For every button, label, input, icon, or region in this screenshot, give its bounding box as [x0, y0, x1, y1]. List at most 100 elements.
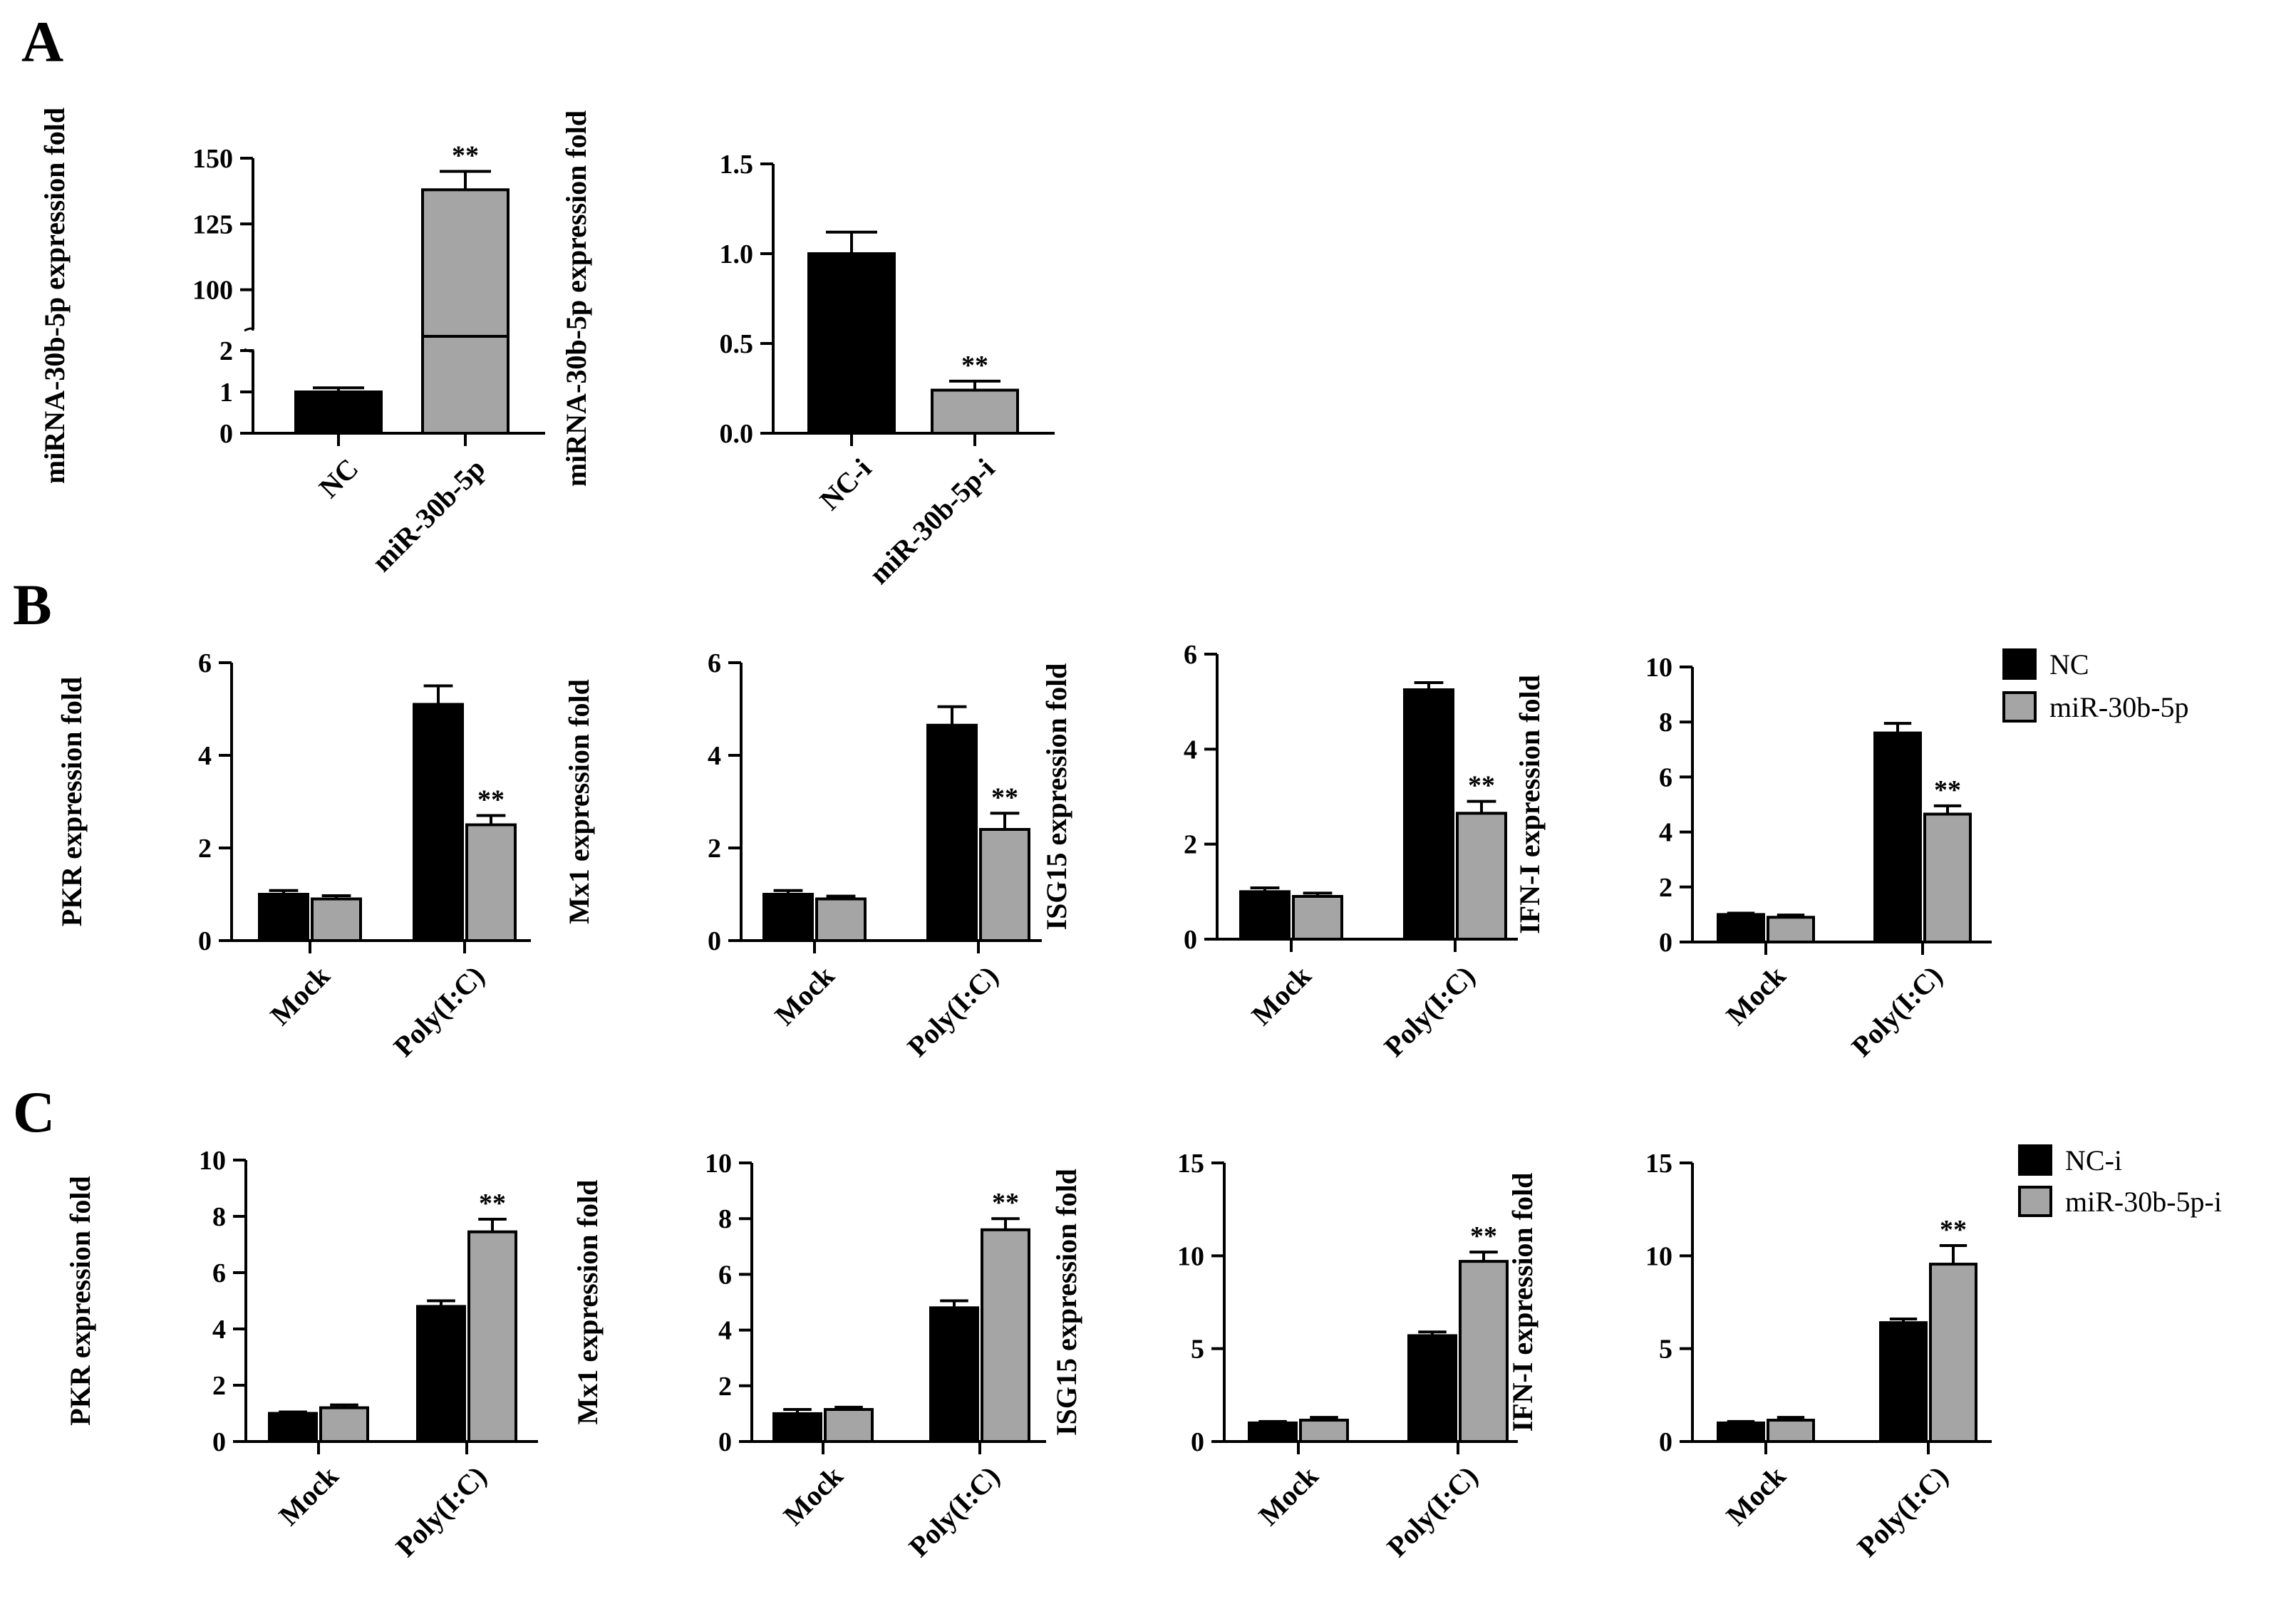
chart-c1-y-tick-label: 4: [212, 1315, 226, 1345]
chart-c3-y-tick-label: 0: [1191, 1427, 1204, 1457]
legend-c: NC-i miR-30b-5p-i: [2018, 1144, 2222, 1218]
chart-c1-y-tick-label: 8: [212, 1202, 226, 1232]
chart-b2-category-label: Poly(I:C): [901, 960, 1004, 1063]
chart-c1-y-tick-label: 2: [212, 1371, 226, 1401]
legend-c-swatch-treated: [2018, 1186, 2052, 1217]
legend-b-label-treated: miR-30b-5p: [2049, 691, 2189, 723]
chart-c3-mir-30b-5p-i-bar: [1459, 1260, 1509, 1443]
chart-b1-nc-bar: [258, 893, 309, 942]
panel-label-c: C: [13, 1080, 55, 1144]
chart-a1-y-tick-label: 100: [192, 276, 233, 306]
chart-a1-axis-break-mark: [244, 327, 254, 332]
chart-c2-mir-30b-5p-i-bar: [824, 1408, 874, 1444]
chart-b3-category-label: Mock: [1245, 959, 1317, 1031]
chart-b2-mir-30b-5p-bar: [815, 897, 867, 942]
chart-c1-mir-30b-5p-i-bar: [319, 1406, 369, 1443]
chart-c3-y-tick-label: 5: [1191, 1335, 1204, 1365]
chart-c1-category-label: Mock: [272, 1459, 344, 1531]
chart-b4-y-tick-label: 4: [1659, 818, 1672, 848]
chart-a2-y-tick-label: 0.5: [720, 329, 754, 359]
chart-b2-nc-bar: [926, 723, 978, 942]
chart-a1: miRNA-30b-5p expression fold 0 1 2 100 125 150…: [38, 108, 545, 578]
chart-b3-nc-bar: [1403, 688, 1454, 941]
chart-b1-y-tick-label: 6: [198, 648, 212, 678]
chart-a1-significance-label: **: [452, 140, 479, 170]
chart-b1-mir-30b-5p-bar: [465, 823, 517, 942]
panel-label-a: A: [21, 9, 63, 74]
chart-c1-mir-30b-5p-i-significance-label: **: [479, 1189, 506, 1218]
chart-c2-y-tick-label: 10: [705, 1149, 732, 1179]
chart-c1-y-axis-title: PKR expression fold: [64, 1176, 96, 1425]
chart-c1-category-label: Poly(I:C): [389, 1460, 492, 1563]
chart-b1-y-tick-label: 4: [198, 741, 212, 771]
chart-b4-nc-bar: [1873, 731, 1922, 943]
chart-b1-mir-30b-5p-bar: [311, 897, 362, 942]
chart-c4-mir-30b-5p-i-bar: [1929, 1263, 1977, 1444]
chart-b2-y-tick-label: 0: [708, 926, 721, 956]
chart-a1-y-tick-label: 125: [192, 209, 233, 239]
chart-c2-mir-30b-5p-i-significance-label: **: [992, 1188, 1019, 1218]
chart-c4-y-tick-label: 10: [1645, 1241, 1672, 1271]
plots: miRNA-30b-5p expression fold 012100125150…: [38, 108, 1992, 1563]
chart-b2-mir-30b-5p-bar: [979, 828, 1030, 942]
legend-b-swatch-control: [2002, 648, 2037, 680]
chart-b4-nc-bar: [1717, 913, 1765, 944]
chart-c3-y-tick-label: 10: [1177, 1241, 1204, 1271]
chart-c4-nc-i-bar: [1879, 1321, 1928, 1443]
chart-c4-y-tick-label: 0: [1659, 1427, 1672, 1457]
chart-b4-category-label: Mock: [1720, 959, 1791, 1031]
chart-c3-y-tick-label: 15: [1177, 1149, 1204, 1179]
chart-c2: Mx1 expression fold 0 2 4 6 8 10 Mock ** Poly(I:C…: [572, 1149, 1046, 1563]
chart-c4-y-axis-title: IFN-I expression fold: [1506, 1173, 1539, 1432]
panel-label-b: B: [13, 572, 52, 637]
legend-c-label-control: NC-i: [2065, 1144, 2122, 1176]
chart-b1: PKR expression fold 0 2 4 6 Mock ** Poly(I:C): [56, 648, 531, 1062]
chart-c2-mir-30b-5p-i-bar: [981, 1228, 1030, 1443]
chart-b3-y-tick-label: 4: [1184, 735, 1197, 765]
chart-c1-y-tick-label: 0: [212, 1427, 226, 1457]
chart-b2-y-tick-label: 6: [708, 648, 721, 678]
chart-a2-bar: [931, 388, 1019, 435]
legend-b-swatch-treated: [2002, 691, 2037, 723]
chart-a2-y-tick-label: 0.0: [720, 419, 754, 449]
chart-a2-category-label: NC-i: [813, 452, 877, 517]
chart-a1-y-tick-label: 1: [219, 378, 233, 408]
chart-b4-mir-30b-5p-bar: [1767, 916, 1815, 944]
chart-b1-mir-30b-5p-significance-label: **: [477, 785, 505, 815]
chart-c1-nc-i-bar: [268, 1412, 318, 1443]
chart-b3-y-tick-label: 2: [1184, 830, 1197, 860]
chart-a2-y-tick-label: 1.0: [720, 239, 754, 269]
chart-b2-category-label: Mock: [768, 959, 840, 1031]
chart-c1-nc-i-bar: [416, 1305, 466, 1444]
chart-a2-y-tick-label: 1.5: [720, 150, 754, 180]
chart-b1-y-tick-label: 0: [198, 926, 212, 956]
chart-b2: Mx1 expression fold 0 2 4 6 Mock ** Poly(I:C): [563, 648, 1042, 1062]
chart-c2-y-tick-label: 4: [718, 1316, 732, 1346]
chart-b4-y-tick-label: 6: [1659, 762, 1672, 792]
chart-b2-y-axis-title: Mx1 expression fold: [563, 679, 595, 924]
chart-b4-y-tick-label: 2: [1659, 873, 1672, 903]
chart-a1-category-label: miR-30b-5p: [366, 452, 491, 578]
chart-c4-mir-30b-5p-i-bar: [1767, 1419, 1815, 1443]
chart-a2-category-label: miR-30b-5p-i: [863, 452, 1001, 591]
chart-c2-y-tick-label: 0: [718, 1427, 732, 1457]
chart-c4-category-label: Mock: [1720, 1459, 1791, 1531]
chart-c3-nc-i-bar: [1248, 1421, 1298, 1444]
chart-b3-nc-bar: [1239, 890, 1291, 941]
chart-b4-mir-30b-5p-significance-label: **: [1934, 775, 1961, 805]
chart-b3-y-tick-label: 6: [1184, 640, 1197, 670]
chart-b4-y-tick-label: 8: [1659, 708, 1672, 738]
chart-a2-significance-label: **: [961, 351, 988, 381]
chart-b3-mir-30b-5p-bar: [1456, 812, 1507, 941]
chart-b3-y-tick-label: 0: [1184, 925, 1197, 955]
chart-c1-mir-30b-5p-i-bar: [467, 1230, 517, 1443]
chart-a1-y-tick-label: 2: [219, 336, 233, 366]
chart-b4-y-tick-label: 10: [1645, 653, 1672, 683]
chart-b1-nc-bar: [413, 703, 464, 942]
chart-c2-category-label: Poly(I:C): [902, 1460, 1005, 1563]
chart-c4-y-tick-label: 15: [1645, 1149, 1672, 1179]
chart-c1: PKR expression fold 0 2 4 6 8 10 Mock ** Poly(I:C…: [64, 1146, 538, 1563]
chart-a1-category-label: NC: [313, 452, 365, 504]
chart-b1-category-label: Poly(I:C): [387, 960, 490, 1063]
